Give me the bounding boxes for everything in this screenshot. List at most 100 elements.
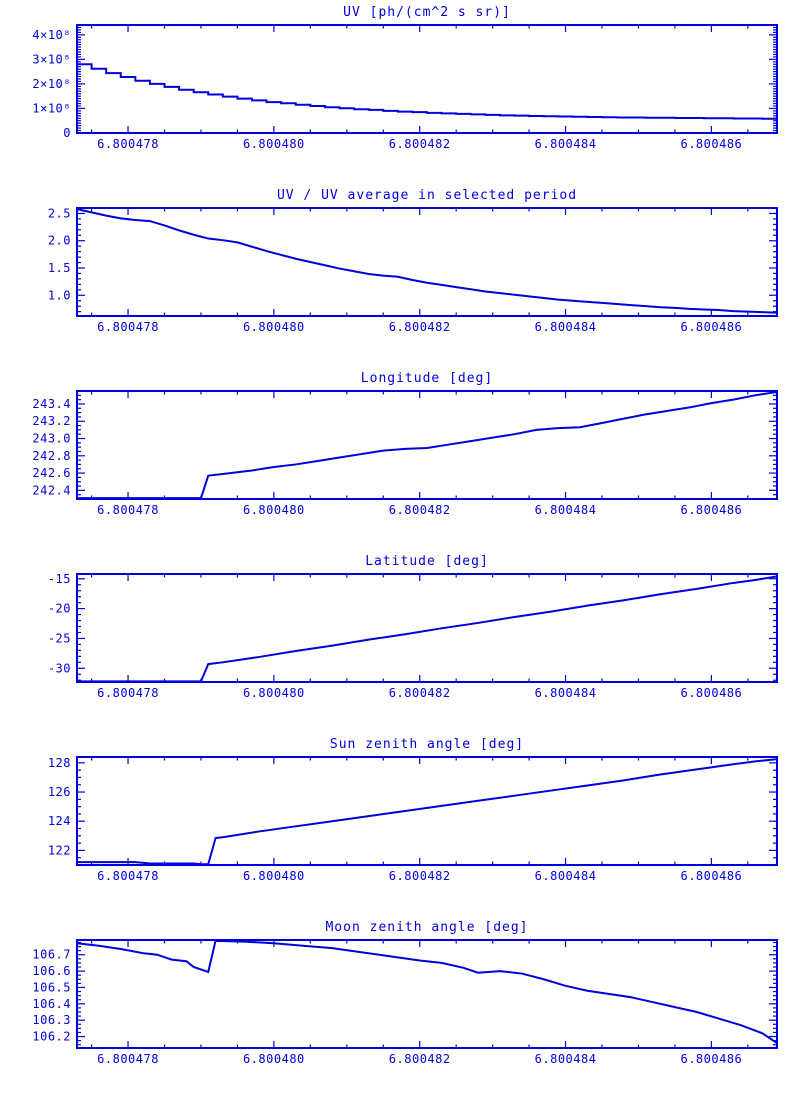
tick-labels: 6.800478 6.800480 6.800482 6.800484 6.800486… — [32, 948, 742, 1066]
x-tick-label: 6.800480 — [243, 686, 305, 700]
axis-ticks — [77, 757, 777, 866]
plot-title-uv-ratio: UV / UV average in selected period — [276, 188, 578, 203]
x-tick-label: 6.800484 — [535, 869, 597, 883]
x-tick-label: 6.800484 — [535, 686, 597, 700]
tick-labels: 6.800478 6.800480 6.800482 6.800484 6.800486… — [32, 397, 742, 517]
y-tick-label: 3×10⁸ — [32, 52, 71, 66]
plot-title-uv: UV [ph/(cm^2 s sr)] — [343, 5, 511, 20]
x-tick-label: 6.800482 — [389, 686, 451, 700]
x-tick-label: 6.800484 — [535, 320, 597, 334]
x-tick-label: 6.800478 — [97, 869, 159, 883]
longitude-chart-canvas: 6.800478 6.800480 6.800482 6.800484 6.800486… — [32, 390, 778, 517]
y-tick-label: 126 — [48, 785, 71, 799]
tick-labels: 6.800478 6.800480 6.800482 6.800484 6.800486… — [32, 28, 742, 151]
x-tick-label: 6.800482 — [389, 503, 451, 517]
plot-title-latitude: Latitude [deg] — [365, 554, 489, 569]
plot-uv-ratio: UV / UV average in selected period 6.800… — [0, 183, 800, 366]
y-tick-label: -15 — [48, 572, 71, 586]
y-tick-label: 124 — [48, 814, 71, 828]
y-tick-label: 106.6 — [32, 964, 71, 978]
plot-frame — [76, 756, 778, 866]
x-tick-label: 6.800478 — [97, 503, 159, 517]
y-tick-label: 242.8 — [32, 449, 71, 463]
y-tick-label: 243.2 — [32, 414, 71, 428]
y-tick-label: 2.0 — [48, 234, 71, 248]
data-line — [77, 63, 778, 120]
tick-labels: 6.800478 6.800480 6.800482 6.800484 6.800486… — [48, 756, 742, 883]
y-tick-label: 242.6 — [32, 466, 71, 480]
plot-sun-zenith: Sun zenith angle [deg] 6.800478 6.800480 6… — [0, 732, 800, 915]
x-tick-label: 6.800480 — [243, 503, 305, 517]
data-line — [77, 390, 778, 500]
plot-frame — [76, 390, 778, 500]
plot-title-longitude: Longitude [deg] — [360, 371, 494, 386]
x-tick-label: 6.800486 — [680, 869, 742, 883]
x-tick-label: 6.800478 — [97, 686, 159, 700]
axis-ticks — [77, 207, 777, 316]
axis-ticks — [77, 24, 777, 134]
y-tick-label: 4×10⁸ — [32, 28, 71, 42]
x-tick-label: 6.800482 — [389, 320, 451, 334]
plot-frame — [76, 573, 778, 683]
x-tick-label: 6.800484 — [535, 137, 597, 151]
y-tick-label: 0 — [63, 126, 71, 140]
moon-zenith-chart-canvas: 6.800478 6.800480 6.800482 6.800484 6.800486… — [32, 939, 778, 1066]
plot-frame — [76, 207, 778, 317]
x-tick-label: 6.800486 — [680, 686, 742, 700]
y-tick-label: 243.4 — [32, 397, 71, 411]
uv-chart-canvas: 6.800478 6.800480 6.800482 6.800484 6.800486… — [32, 24, 778, 151]
x-tick-label: 6.800484 — [535, 503, 597, 517]
y-tick-label: 2.5 — [48, 206, 71, 220]
uv-ratio-chart-canvas: 6.800478 6.800480 6.800482 6.800484 6.800486… — [48, 206, 778, 334]
y-tick-label: -30 — [48, 661, 71, 675]
plot-title-moon-zenith: Moon zenith angle [deg] — [325, 920, 529, 935]
x-tick-label: 6.800482 — [389, 1052, 451, 1066]
y-tick-label: 242.4 — [32, 483, 71, 497]
tick-labels: 6.800478 6.800480 6.800482 6.800484 6.800486… — [48, 572, 742, 700]
x-tick-label: 6.800482 — [389, 137, 451, 151]
x-tick-label: 6.800478 — [97, 1052, 159, 1066]
axis-ticks — [77, 940, 777, 1048]
axis-ticks — [77, 390, 777, 500]
tick-labels: 6.800478 6.800480 6.800482 6.800484 6.800486… — [48, 206, 742, 334]
y-tick-label: -25 — [48, 631, 71, 645]
y-tick-label: 122 — [48, 843, 71, 857]
x-tick-label: 6.800482 — [389, 869, 451, 883]
sun-zenith-chart-canvas: 6.800478 6.800480 6.800482 6.800484 6.800486… — [48, 756, 778, 883]
x-tick-label: 6.800480 — [243, 1052, 305, 1066]
data-line — [77, 758, 778, 866]
y-tick-label: 128 — [48, 756, 71, 770]
x-tick-label: 6.800486 — [680, 320, 742, 334]
y-tick-label: -20 — [48, 602, 71, 616]
x-tick-label: 6.800480 — [243, 320, 305, 334]
data-line — [76, 208, 778, 314]
x-tick-label: 6.800480 — [243, 869, 305, 883]
x-tick-label: 6.800484 — [535, 1052, 597, 1066]
y-tick-label: 106.3 — [32, 1013, 71, 1027]
y-tick-label: 106.5 — [32, 980, 71, 994]
x-tick-label: 6.800486 — [680, 1052, 742, 1066]
x-tick-label: 6.800478 — [97, 137, 159, 151]
data-line — [76, 939, 778, 1044]
plot-title-sun-zenith: Sun zenith angle [deg] — [329, 737, 525, 752]
y-tick-label: 243.0 — [32, 432, 71, 446]
x-tick-label: 6.800480 — [243, 137, 305, 151]
plot-uv: UV [ph/(cm^2 s sr)] 6.800478 6.800480 6.80… — [0, 0, 800, 183]
plot-moon-zenith: Moon zenith angle [deg] 6.800478 6.800480… — [0, 915, 800, 1098]
x-tick-label: 6.800486 — [680, 137, 742, 151]
y-tick-label: 2×10⁸ — [32, 77, 71, 91]
x-tick-label: 6.800478 — [97, 320, 159, 334]
x-tick-label: 6.800486 — [680, 503, 742, 517]
plot-latitude: Latitude [deg] 6.800478 6.800480 6.800482 6… — [0, 549, 800, 732]
data-line — [77, 575, 778, 683]
y-tick-label: 106.4 — [32, 997, 71, 1011]
plot-longitude: Longitude [deg] 6.800478 6.800480 6.800482… — [0, 366, 800, 549]
y-tick-label: 1.5 — [48, 261, 71, 275]
y-tick-label: 106.2 — [32, 1030, 71, 1044]
plot-frame — [76, 939, 778, 1049]
y-tick-label: 1×10⁸ — [32, 101, 71, 115]
y-tick-label: 106.7 — [32, 948, 71, 962]
latitude-chart-canvas: 6.800478 6.800480 6.800482 6.800484 6.800486… — [48, 572, 778, 700]
y-tick-label: 1.0 — [48, 288, 71, 302]
